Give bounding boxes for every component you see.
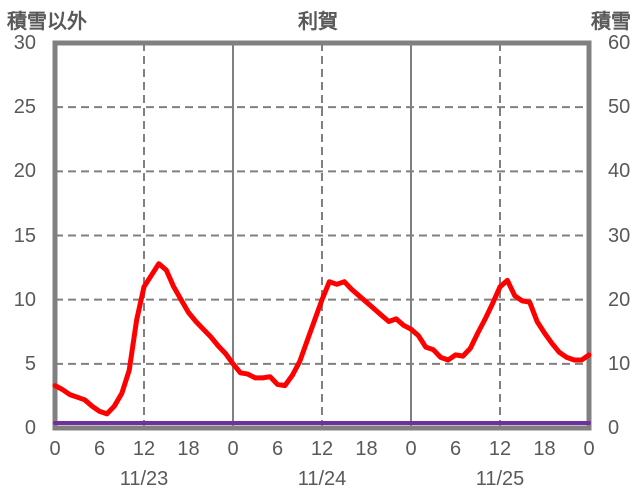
right-axis-tick-label: 0 (608, 417, 620, 439)
left-axis-tick-label: 20 (13, 160, 36, 183)
hour-tick-label: 12 (488, 438, 512, 460)
left-axis-tick-label: 10 (13, 288, 36, 311)
right-axis-title: 積雪 (591, 11, 631, 33)
non-snow-series-line (52, 261, 592, 417)
hour-tick-label: 0 (405, 438, 417, 460)
hour-tick-label: 6 (93, 438, 106, 460)
left-axis-tick-label: 15 (13, 224, 36, 247)
right-axis-tick-label: 20 (608, 288, 631, 311)
hour-tick-label: 12 (132, 438, 156, 460)
hour-tick-label: 6 (449, 438, 462, 460)
left-axis-tick-label: 30 (13, 32, 36, 54)
left-axis-tick-label: 5 (24, 352, 36, 375)
hour-tick-label: 18 (533, 438, 556, 460)
hour-tick-label: 6 (271, 438, 284, 460)
hour-tick-label: 0 (583, 438, 595, 460)
hour-tick-label: 18 (177, 438, 200, 460)
hour-tick-label: 18 (355, 438, 378, 460)
date-tick-label: 11/24 (297, 468, 347, 490)
chart-title: 利賀 (298, 11, 338, 33)
left-axis-tick-label: 0 (24, 417, 36, 439)
right-axis-tick-label: 40 (608, 160, 631, 183)
right-axis-tick-label: 30 (608, 224, 631, 247)
right-axis-tick-label: 50 (608, 96, 631, 119)
plot-frame (52, 40, 592, 431)
right-axis-tick-label: 10 (608, 352, 631, 375)
date-tick-label: 11/25 (475, 468, 525, 490)
hour-tick-label: 0 (227, 438, 239, 460)
hour-tick-label: 12 (310, 438, 334, 460)
date-tick-label: 11/23 (119, 468, 169, 490)
left-axis-title: 積雪以外 (7, 11, 87, 33)
left-axis-tick-label: 25 (13, 96, 36, 119)
hour-tick-label: 0 (49, 438, 61, 460)
right-axis-tick-label: 60 (608, 32, 631, 54)
